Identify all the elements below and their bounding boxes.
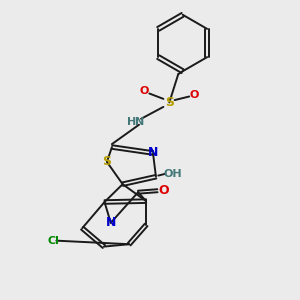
Text: Cl: Cl [47, 236, 59, 246]
Text: H: H [127, 117, 136, 127]
Text: O: O [140, 85, 149, 96]
Text: S: S [102, 155, 111, 168]
Text: N: N [135, 117, 144, 127]
Text: OH: OH [164, 169, 182, 179]
Text: N: N [148, 146, 158, 160]
Text: N: N [106, 216, 116, 229]
Text: O: O [159, 184, 169, 197]
Text: S: S [165, 96, 174, 109]
Text: O: O [190, 90, 199, 100]
